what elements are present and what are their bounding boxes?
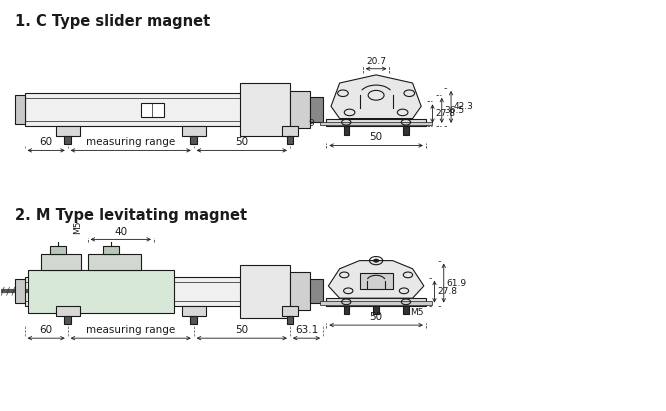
Polygon shape <box>320 301 432 305</box>
Polygon shape <box>182 305 206 316</box>
Text: 63.1: 63.1 <box>295 325 318 335</box>
Polygon shape <box>28 270 174 313</box>
Text: 50: 50 <box>370 312 383 322</box>
Polygon shape <box>404 126 409 135</box>
Text: measuring range: measuring range <box>86 325 175 335</box>
Text: M5: M5 <box>73 221 82 234</box>
Polygon shape <box>290 272 310 310</box>
Polygon shape <box>50 246 66 254</box>
Polygon shape <box>310 97 323 122</box>
Text: measuring range: measuring range <box>86 137 175 147</box>
Polygon shape <box>360 273 393 289</box>
Text: 27.8: 27.8 <box>435 109 455 118</box>
Polygon shape <box>404 305 409 314</box>
Text: 50: 50 <box>370 132 383 142</box>
Polygon shape <box>344 305 349 314</box>
Circle shape <box>374 259 379 262</box>
Polygon shape <box>344 126 349 135</box>
Polygon shape <box>328 261 424 298</box>
Polygon shape <box>374 305 379 314</box>
Text: 36.5: 36.5 <box>444 106 465 115</box>
Text: 2. M Type levitating magnet: 2. M Type levitating magnet <box>15 208 247 222</box>
Polygon shape <box>65 316 71 324</box>
Polygon shape <box>56 305 80 316</box>
Text: 50: 50 <box>235 325 248 335</box>
Text: 60: 60 <box>39 137 53 147</box>
Polygon shape <box>56 126 80 136</box>
Text: 42.3: 42.3 <box>454 102 474 111</box>
Polygon shape <box>88 254 141 270</box>
Text: 60: 60 <box>39 325 53 335</box>
Polygon shape <box>282 126 298 136</box>
Text: 1. C Type slider magnet: 1. C Type slider magnet <box>15 14 210 29</box>
Polygon shape <box>326 118 426 126</box>
Polygon shape <box>320 122 432 125</box>
Text: 40: 40 <box>114 227 127 237</box>
Polygon shape <box>287 316 292 324</box>
Text: 61.9: 61.9 <box>446 279 467 288</box>
Polygon shape <box>103 246 119 254</box>
Polygon shape <box>331 75 421 118</box>
Text: M5: M5 <box>411 307 424 316</box>
Text: 50: 50 <box>235 137 248 147</box>
Polygon shape <box>287 136 292 144</box>
Polygon shape <box>240 83 290 136</box>
Polygon shape <box>310 279 323 303</box>
Text: 9: 9 <box>308 119 314 128</box>
Polygon shape <box>25 93 290 126</box>
Polygon shape <box>190 316 197 324</box>
Polygon shape <box>190 136 197 144</box>
Polygon shape <box>282 305 298 316</box>
Text: 27.8: 27.8 <box>437 287 457 296</box>
Polygon shape <box>240 265 290 318</box>
Polygon shape <box>182 126 206 136</box>
Polygon shape <box>65 136 71 144</box>
Polygon shape <box>326 298 426 305</box>
Text: 20.7: 20.7 <box>366 57 386 66</box>
Polygon shape <box>290 91 310 128</box>
Polygon shape <box>141 103 164 116</box>
Polygon shape <box>25 277 290 305</box>
Polygon shape <box>15 95 25 124</box>
Polygon shape <box>41 254 81 270</box>
Polygon shape <box>15 279 25 303</box>
